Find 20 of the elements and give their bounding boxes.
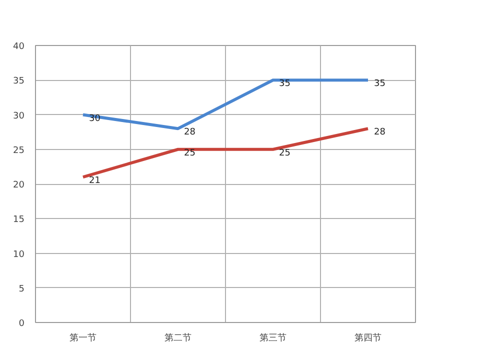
x-tick-label: 第一节 [70,332,96,344]
y-tick-label: 40 [13,42,25,52]
x-tick-label: 第二节 [164,332,192,344]
x-tick-label: 第四节 [354,332,382,344]
data-label: 35 [279,79,290,90]
y-tick-label: 5 [18,284,25,294]
data-label: 21 [89,176,100,186]
data-label: 25 [279,148,290,158]
data-label: 28 [184,128,196,138]
y-tick-label: 30 [13,111,25,122]
data-label: 25 [184,148,196,158]
y-tick-label: 25 [13,146,24,156]
y-tick-label: 20 [13,180,25,190]
data-label: 35 [374,79,386,90]
y-tick-label: 0 [18,319,25,329]
data-label: 28 [374,128,386,138]
x-tick-label: 第三节 [260,332,286,344]
y-tick-label: 15 [13,215,24,226]
y-tick-label: 35 [13,76,24,87]
y-tick-label: 10 [13,250,25,260]
